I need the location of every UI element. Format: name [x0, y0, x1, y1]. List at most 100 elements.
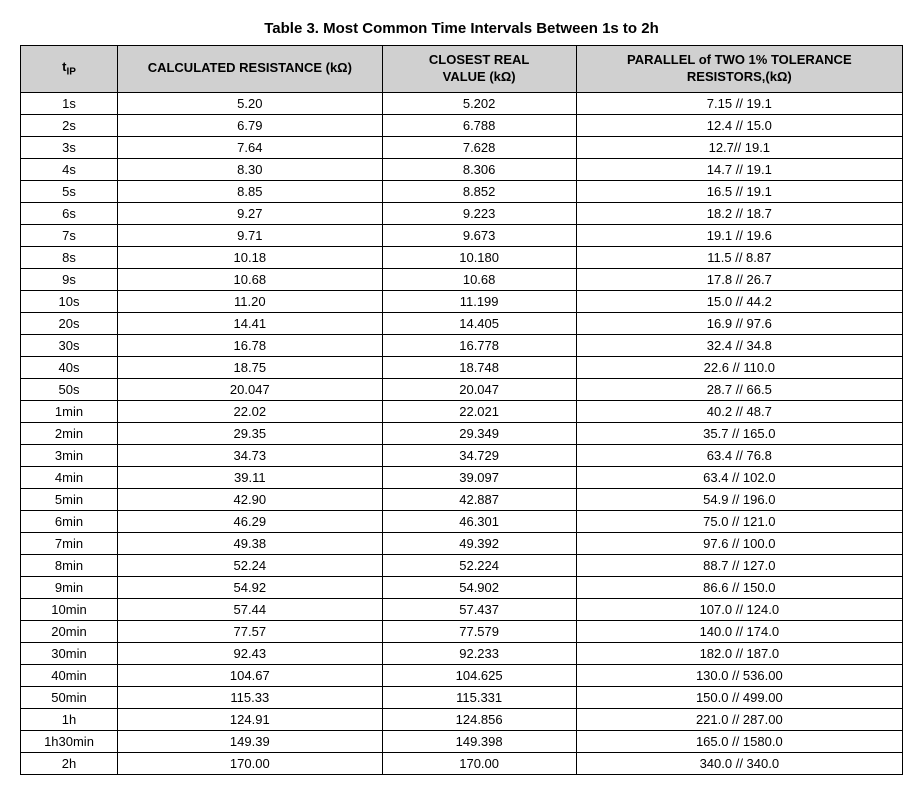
cell-parallel-resistors: 165.0 // 1580.0: [576, 730, 902, 752]
table-row: 9min54.9254.90286.6 // 150.0: [21, 576, 903, 598]
cell-parallel-resistors: 28.7 // 66.5: [576, 378, 902, 400]
table-row: 7s9.719.67319.1 // 19.6: [21, 224, 903, 246]
table-row: 8s10.1810.18011.5 // 8.87: [21, 246, 903, 268]
cell-parallel-resistors: 107.0 // 124.0: [576, 598, 902, 620]
cell-closest-value: 52.224: [382, 554, 576, 576]
cell-closest-value: 8.852: [382, 180, 576, 202]
cell-calculated-resistance: 22.02: [118, 400, 383, 422]
table-row: 1s5.205.2027.15 // 19.1: [21, 92, 903, 114]
cell-tip: 1s: [21, 92, 118, 114]
cell-tip: 1h30min: [21, 730, 118, 752]
table-row: 3s7.647.62812.7// 19.1: [21, 136, 903, 158]
header-closest-real-value: CLOSEST REAL VALUE (kΩ): [382, 46, 576, 93]
cell-tip: 6s: [21, 202, 118, 224]
cell-calculated-resistance: 92.43: [118, 642, 383, 664]
table-row: 5s8.858.85216.5 // 19.1: [21, 180, 903, 202]
cell-calculated-resistance: 20.047: [118, 378, 383, 400]
cell-tip: 1min: [21, 400, 118, 422]
cell-parallel-resistors: 40.2 // 48.7: [576, 400, 902, 422]
cell-closest-value: 57.437: [382, 598, 576, 620]
header-parallel-line2: RESISTORS,(kΩ): [687, 69, 792, 84]
cell-calculated-resistance: 11.20: [118, 290, 383, 312]
cell-parallel-resistors: 63.4 // 102.0: [576, 466, 902, 488]
cell-calculated-resistance: 54.92: [118, 576, 383, 598]
cell-parallel-resistors: 54.9 // 196.0: [576, 488, 902, 510]
cell-calculated-resistance: 52.24: [118, 554, 383, 576]
cell-calculated-resistance: 7.64: [118, 136, 383, 158]
table-row: 3min34.7334.72963.4 // 76.8: [21, 444, 903, 466]
cell-closest-value: 104.625: [382, 664, 576, 686]
table-row: 20min77.5777.579140.0 // 174.0: [21, 620, 903, 642]
cell-closest-value: 124.856: [382, 708, 576, 730]
cell-closest-value: 34.729: [382, 444, 576, 466]
cell-parallel-resistors: 32.4 // 34.8: [576, 334, 902, 356]
cell-calculated-resistance: 149.39: [118, 730, 383, 752]
cell-tip: 30min: [21, 642, 118, 664]
cell-calculated-resistance: 8.85: [118, 180, 383, 202]
cell-calculated-resistance: 10.18: [118, 246, 383, 268]
cell-closest-value: 46.301: [382, 510, 576, 532]
cell-closest-value: 8.306: [382, 158, 576, 180]
cell-tip: 7s: [21, 224, 118, 246]
cell-tip: 5min: [21, 488, 118, 510]
cell-closest-value: 92.233: [382, 642, 576, 664]
cell-parallel-resistors: 88.7 // 127.0: [576, 554, 902, 576]
table-row: 9s10.6810.6817.8 // 26.7: [21, 268, 903, 290]
header-tip-sub: IP: [66, 67, 75, 78]
table-row: 40s18.7518.74822.6 // 110.0: [21, 356, 903, 378]
table-row: 7min49.3849.39297.6 // 100.0: [21, 532, 903, 554]
table-row: 2min29.3529.34935.7 // 165.0: [21, 422, 903, 444]
cell-closest-value: 10.68: [382, 268, 576, 290]
cell-tip: 3min: [21, 444, 118, 466]
cell-calculated-resistance: 46.29: [118, 510, 383, 532]
cell-parallel-resistors: 18.2 // 18.7: [576, 202, 902, 224]
cell-closest-value: 14.405: [382, 312, 576, 334]
cell-parallel-resistors: 75.0 // 121.0: [576, 510, 902, 532]
table-row: 20s14.4114.40516.9 // 97.6: [21, 312, 903, 334]
cell-tip: 10min: [21, 598, 118, 620]
cell-calculated-resistance: 57.44: [118, 598, 383, 620]
cell-closest-value: 39.097: [382, 466, 576, 488]
cell-calculated-resistance: 42.90: [118, 488, 383, 510]
table-row: 6min46.2946.30175.0 // 121.0: [21, 510, 903, 532]
cell-parallel-resistors: 22.6 // 110.0: [576, 356, 902, 378]
cell-closest-value: 77.579: [382, 620, 576, 642]
cell-closest-value: 54.902: [382, 576, 576, 598]
cell-calculated-resistance: 8.30: [118, 158, 383, 180]
table-row: 6s9.279.22318.2 // 18.7: [21, 202, 903, 224]
table-title: Table 3. Most Common Time Intervals Betw…: [20, 20, 903, 37]
cell-tip: 9s: [21, 268, 118, 290]
cell-calculated-resistance: 9.71: [118, 224, 383, 246]
cell-parallel-resistors: 130.0 // 536.00: [576, 664, 902, 686]
cell-parallel-resistors: 182.0 // 187.0: [576, 642, 902, 664]
cell-closest-value: 29.349: [382, 422, 576, 444]
table-row: 50s20.04720.04728.7 // 66.5: [21, 378, 903, 400]
table-row: 4s8.308.30614.7 // 19.1: [21, 158, 903, 180]
cell-parallel-resistors: 63.4 // 76.8: [576, 444, 902, 466]
cell-tip: 8s: [21, 246, 118, 268]
cell-calculated-resistance: 14.41: [118, 312, 383, 334]
cell-closest-value: 7.628: [382, 136, 576, 158]
cell-parallel-resistors: 35.7 // 165.0: [576, 422, 902, 444]
cell-parallel-resistors: 12.7// 19.1: [576, 136, 902, 158]
cell-closest-value: 115.331: [382, 686, 576, 708]
cell-calculated-resistance: 9.27: [118, 202, 383, 224]
table-row: 40min104.67104.625130.0 // 536.00: [21, 664, 903, 686]
cell-calculated-resistance: 34.73: [118, 444, 383, 466]
cell-tip: 50min: [21, 686, 118, 708]
cell-parallel-resistors: 97.6 // 100.0: [576, 532, 902, 554]
cell-calculated-resistance: 16.78: [118, 334, 383, 356]
cell-parallel-resistors: 19.1 // 19.6: [576, 224, 902, 246]
cell-tip: 20s: [21, 312, 118, 334]
cell-parallel-resistors: 17.8 // 26.7: [576, 268, 902, 290]
cell-parallel-resistors: 15.0 // 44.2: [576, 290, 902, 312]
cell-closest-value: 18.748: [382, 356, 576, 378]
cell-closest-value: 16.778: [382, 334, 576, 356]
cell-parallel-resistors: 140.0 // 174.0: [576, 620, 902, 642]
cell-calculated-resistance: 10.68: [118, 268, 383, 290]
cell-closest-value: 20.047: [382, 378, 576, 400]
cell-parallel-resistors: 7.15 // 19.1: [576, 92, 902, 114]
table-row: 10s11.2011.19915.0 // 44.2: [21, 290, 903, 312]
cell-closest-value: 9.223: [382, 202, 576, 224]
table-row: 4min39.1139.09763.4 // 102.0: [21, 466, 903, 488]
